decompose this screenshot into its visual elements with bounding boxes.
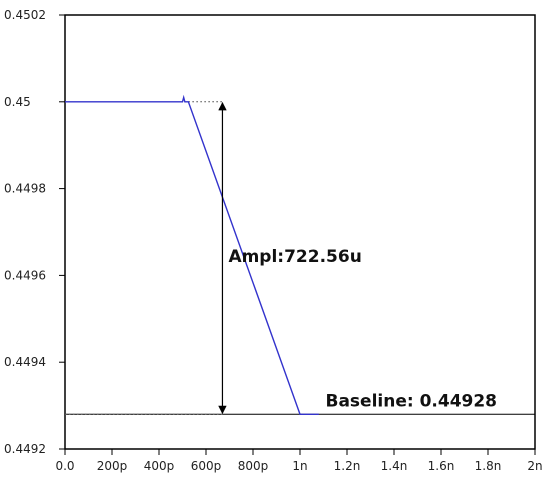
amplitude-label: Ampl:722.56u [228,247,361,267]
y-axis: 0.4492 0.4494 0.4496 0.4498 0.45 0.4502 [4,8,65,456]
chart-marks: Ampl:722.56u Baseline: 0.44928 [65,94,535,415]
series-line [65,94,319,415]
x-axis: 0.0 200p 400p 600p 800p 1n 1.2n 1.4n 1.6n 1.8n 2n [55,449,543,473]
y-tick-label: 0.45 [4,95,31,109]
x-tick-label: 400p [144,459,175,473]
y-tick-label: 0.4492 [4,442,46,456]
x-tick-label: 200p [97,459,128,473]
x-tick-label: 600p [191,459,222,473]
y-tick-label: 0.4496 [4,268,46,282]
x-tick-label: 1n [292,459,307,473]
x-tick-label: 1.6n [428,459,455,473]
y-tick-label: 0.4498 [4,182,46,196]
y-tick-label: 0.4494 [4,355,46,369]
x-tick-label: 0.0 [55,459,74,473]
baseline-label: Baseline: 0.44928 [326,391,498,411]
x-tick-label: 800p [238,459,269,473]
x-tick-label: 1.4n [381,459,408,473]
x-tick-label: 1.2n [334,459,361,473]
plot-area [64,14,536,450]
x-tick-label: 2n [527,459,542,473]
y-tick-label: 0.4502 [4,8,46,22]
x-tick-label: 1.8n [475,459,502,473]
